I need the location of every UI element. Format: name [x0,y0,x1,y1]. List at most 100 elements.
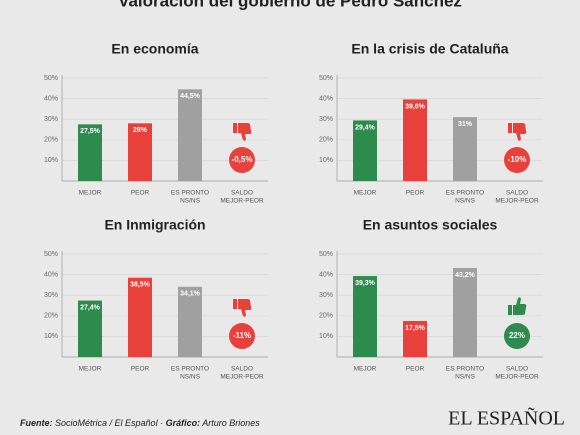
value-label: 29,4% [355,124,376,131]
bar [453,117,477,181]
x-tick-label: MEJOR [79,366,102,373]
bar [403,320,427,357]
thumb-hand [513,123,527,141]
footer: Fuente: SocioMétrica / El Español · Gráf… [20,418,260,428]
x-tick-label: PEOR [406,366,425,373]
bar [178,89,202,181]
logo: EL ESPAÑOL [448,406,565,430]
bar [453,268,477,357]
bar [353,276,377,357]
x-tick-label: NS/NS [455,374,476,381]
y-tick-label: 20% [44,137,58,144]
balance-label: -10% [508,155,527,164]
x-tick-label: SALDO [231,366,253,373]
x-tick-label: MEJOR [79,190,102,197]
chart-title: En economía [111,41,198,57]
bar [128,277,152,357]
value-label: 39,3% [355,280,376,287]
balance-label: -0,5% [232,155,253,164]
graphic-label: Gráfico: [166,418,201,428]
x-tick-label: PEOR [131,190,150,197]
y-tick-label: 30% [44,116,58,123]
x-tick-label: SALDO [231,190,253,197]
y-tick-label: 50% [319,251,333,258]
x-tick-label: MEJOR-PEOR [495,198,539,205]
x-tick-label: PEOR [131,366,150,373]
value-label: 27,4% [80,304,101,311]
y-tick-label: 30% [44,292,58,299]
x-tick-label: SALDO [506,190,528,197]
bar [78,124,102,181]
value-label: 28% [133,127,148,134]
x-tick-label: NS/NS [180,374,201,381]
value-label: 38,5% [130,282,151,289]
y-tick-label: 10% [44,157,58,164]
value-label: 39,6% [405,103,426,110]
thumb-hand [513,297,527,315]
x-tick-label: MEJOR-PEOR [220,198,264,205]
thumb-cuff [233,299,237,309]
y-tick-label: 50% [319,75,333,82]
x-tick-label: NS/NS [180,198,201,205]
thumb-icon [233,299,252,317]
value-label: 17,5% [405,325,426,332]
bar [78,300,102,357]
value-label: 44,5% [180,93,201,100]
balance-circle [504,147,530,173]
x-tick-label: SALDO [506,366,528,373]
y-tick-label: 20% [319,137,333,144]
balance-circle [229,323,255,349]
thumb-cuff [508,123,512,133]
y-tick-label: 10% [44,333,58,340]
balance-circle [504,323,530,349]
y-tick-label: 50% [44,75,58,82]
y-tick-label: 20% [319,313,333,320]
bar [128,123,152,181]
value-label: 34,1% [180,291,201,298]
y-tick-label: 30% [319,116,333,123]
y-tick-label: 30% [319,292,333,299]
balance-circle [229,147,255,173]
value-label: 43,2% [455,272,476,279]
thumb-icon [508,297,527,315]
thumb-cuff [233,123,237,133]
x-tick-label: PEOR [406,190,425,197]
chart-title: En asuntos sociales [363,217,498,233]
y-tick-label: 40% [319,271,333,278]
bar [403,99,427,181]
x-tick-label: MEJOR-PEOR [220,374,264,381]
x-tick-label: ES PRONTO [171,366,209,373]
y-tick-label: 10% [319,333,333,340]
value-label: 27,5% [80,128,101,135]
thumb-icon [508,123,527,141]
x-tick-label: ES PRONTO [171,190,209,197]
source-label: Fuente: [20,418,53,428]
source: SocioMétrica / El Español · [55,418,163,428]
x-tick-label: MEJOR [354,190,377,197]
bar [353,120,377,181]
y-tick-label: 50% [44,251,58,258]
thumb-cuff [508,305,512,315]
page-title: Valoración del gobierno de Pedro Sánchez [118,0,462,10]
y-tick-label: 40% [44,271,58,278]
x-tick-label: ES PRONTO [446,366,484,373]
x-tick-label: NS/NS [455,198,476,205]
y-tick-label: 40% [319,95,333,102]
x-tick-label: MEJOR [354,366,377,373]
author: Arturo Briones [201,418,260,428]
balance-label: 22% [509,331,525,340]
thumb-hand [238,299,252,317]
balance-label: -11% [233,331,251,340]
x-tick-label: MEJOR-PEOR [495,374,539,381]
y-tick-label: 20% [44,313,58,320]
thumb-icon [233,123,252,141]
bar [178,286,202,357]
y-tick-label: 40% [44,95,58,102]
value-label: 31% [458,121,473,128]
y-tick-label: 10% [319,157,333,164]
x-tick-label: ES PRONTO [446,190,484,197]
thumb-hand [238,123,252,141]
chart-title: En Inmigración [104,217,205,233]
